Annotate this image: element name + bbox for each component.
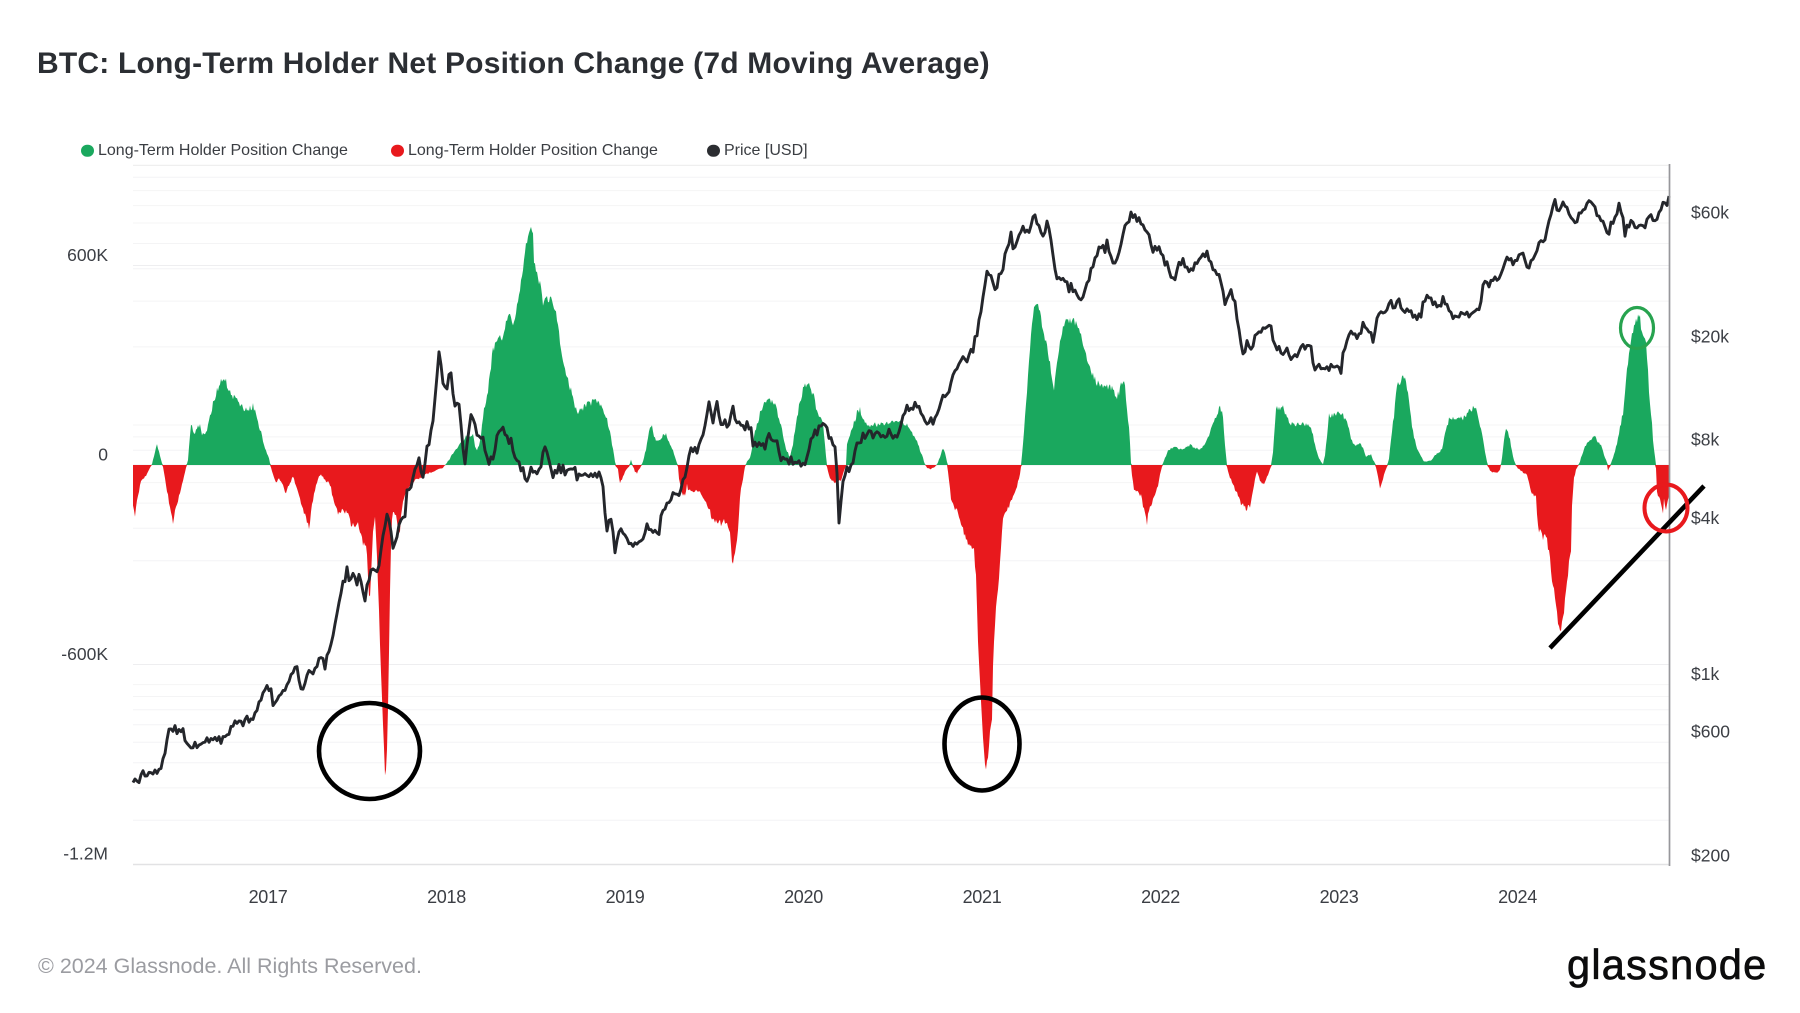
svg-text:2017: 2017 (249, 887, 288, 907)
svg-text:2023: 2023 (1320, 887, 1359, 907)
svg-text:600K: 600K (67, 245, 108, 265)
svg-text:$600: $600 (1691, 722, 1730, 742)
svg-text:2018: 2018 (427, 887, 466, 907)
svg-text:$4k: $4k (1691, 508, 1719, 528)
svg-text:$20k: $20k (1691, 326, 1729, 346)
svg-text:2020: 2020 (784, 887, 823, 907)
svg-text:$200: $200 (1691, 846, 1730, 866)
svg-text:2019: 2019 (606, 887, 645, 907)
svg-text:2024: 2024 (1498, 887, 1537, 907)
svg-text:2021: 2021 (963, 887, 1002, 907)
svg-text:-1.2M: -1.2M (63, 844, 108, 864)
svg-text:2022: 2022 (1141, 887, 1180, 907)
svg-text:-600K: -600K (61, 644, 108, 664)
svg-text:$1k: $1k (1691, 664, 1719, 684)
svg-text:0: 0 (98, 445, 108, 465)
svg-text:$8k: $8k (1691, 430, 1719, 450)
svg-text:$60k: $60k (1691, 203, 1729, 223)
